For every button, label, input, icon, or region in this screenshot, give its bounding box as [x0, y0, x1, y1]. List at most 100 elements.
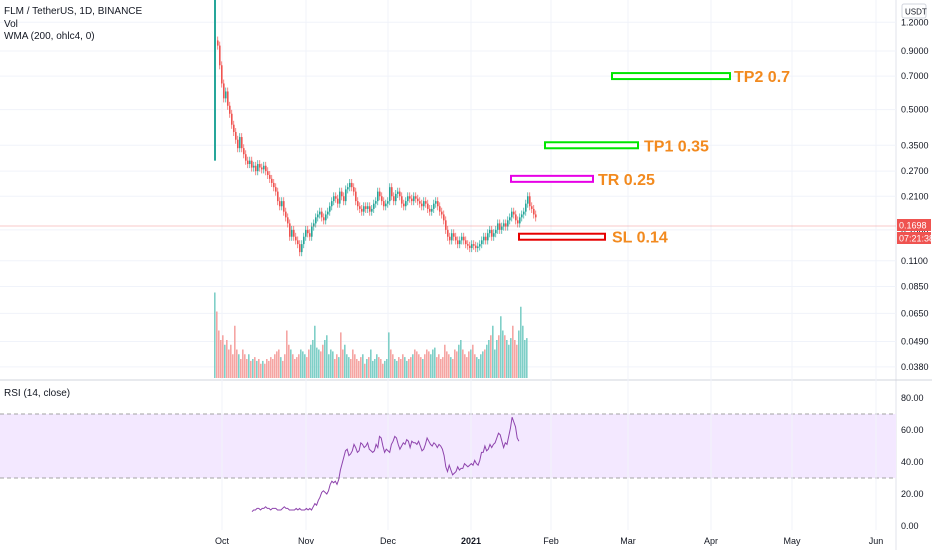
rsi-tick-label: 60.00 — [901, 425, 924, 435]
candle — [381, 196, 383, 202]
volume-bar — [504, 335, 506, 378]
volume-bar — [288, 344, 290, 378]
candle — [349, 182, 351, 188]
candle — [243, 148, 245, 155]
candle — [407, 196, 409, 202]
candle — [271, 178, 273, 183]
candle — [443, 214, 445, 221]
candle — [499, 223, 501, 230]
volume-bar — [346, 354, 348, 378]
candle — [401, 196, 403, 204]
candle — [489, 229, 491, 234]
volume-bar — [344, 344, 346, 378]
candle — [359, 206, 361, 209]
candle — [253, 165, 255, 168]
wma-indicator-label[interactable]: WMA (200, ohlc4, 0) — [4, 31, 95, 42]
candle — [361, 208, 363, 212]
candle — [503, 223, 505, 227]
price-tick-label: 0.9000 — [901, 46, 929, 56]
time-tick-label: 2021 — [461, 536, 481, 546]
candle — [399, 191, 401, 197]
candle — [303, 236, 305, 245]
currency-badge[interactable]: USDT — [905, 8, 927, 17]
candle — [241, 137, 243, 149]
volume-bar — [486, 344, 488, 378]
volume-bar — [478, 359, 480, 378]
candle — [287, 217, 289, 224]
candle — [231, 113, 233, 125]
volume-bar — [426, 349, 428, 378]
price-tick-label: 0.2100 — [901, 191, 929, 201]
price-tick-label: 0.7000 — [901, 71, 929, 81]
candle — [367, 206, 369, 209]
candle — [437, 201, 439, 207]
volume-bar — [268, 360, 270, 378]
candle — [257, 164, 259, 172]
candle — [425, 201, 427, 204]
volume-bar — [302, 351, 304, 378]
level-label: TR 0.25 — [598, 172, 655, 189]
volume-bar — [472, 344, 474, 378]
volume-bar — [370, 349, 372, 378]
candle — [389, 187, 391, 202]
volume-bar — [398, 357, 400, 378]
candle — [449, 236, 451, 241]
candle — [391, 187, 393, 197]
volume-bar — [358, 360, 360, 378]
symbol-title[interactable]: FLM / TetherUS, 1D, BINANCE — [4, 6, 143, 17]
candle — [305, 229, 307, 237]
volume-bar — [476, 357, 478, 378]
candle — [387, 201, 389, 204]
candle — [313, 223, 315, 227]
volume-bar — [394, 359, 396, 378]
candle — [283, 201, 285, 212]
volume-bar — [220, 340, 222, 378]
candle — [393, 196, 395, 202]
candle — [495, 229, 497, 234]
rsi-tick-label: 80.00 — [901, 393, 924, 403]
candle — [511, 211, 513, 218]
candle — [419, 201, 421, 204]
volume-bar — [520, 306, 522, 378]
time-tick-label: Oct — [215, 536, 230, 546]
candle — [487, 233, 489, 241]
candle — [269, 174, 271, 179]
volume-bar — [388, 332, 390, 378]
volume-bar — [354, 354, 356, 378]
candle — [339, 191, 341, 204]
currency-badge-box[interactable] — [901, 3, 927, 19]
candle — [307, 229, 309, 234]
candle — [427, 203, 429, 209]
volume-bar — [224, 344, 226, 378]
candle — [529, 196, 531, 207]
candle — [214, 0, 216, 161]
candle — [409, 196, 411, 199]
volume-bar — [260, 363, 262, 378]
volume-bar — [518, 330, 520, 378]
rsi-indicator-label[interactable]: RSI (14, close) — [4, 388, 71, 399]
last-price-value: 0.1698 — [899, 221, 927, 231]
volume-bar — [516, 344, 518, 378]
volume-indicator-label[interactable]: Vol — [4, 18, 18, 30]
level-label: TP1 0.35 — [644, 138, 709, 155]
volume-bar — [258, 359, 260, 378]
volume-bar — [222, 335, 224, 378]
candle — [379, 191, 381, 197]
candle — [291, 229, 293, 237]
candle — [261, 167, 263, 170]
candle — [459, 240, 461, 245]
candle — [395, 193, 397, 202]
volume-bar — [390, 349, 392, 378]
candle — [249, 160, 251, 165]
rsi-tick-label: 0.00 — [901, 521, 919, 531]
volume-bar — [488, 340, 490, 378]
volume-bar — [460, 340, 462, 378]
candle — [477, 246, 479, 249]
candle — [263, 165, 265, 170]
volume-bar — [368, 357, 370, 378]
candle — [479, 244, 481, 247]
candle — [289, 223, 291, 237]
candle — [431, 208, 433, 212]
volume-bar — [442, 357, 444, 378]
volume-bar — [274, 354, 276, 378]
